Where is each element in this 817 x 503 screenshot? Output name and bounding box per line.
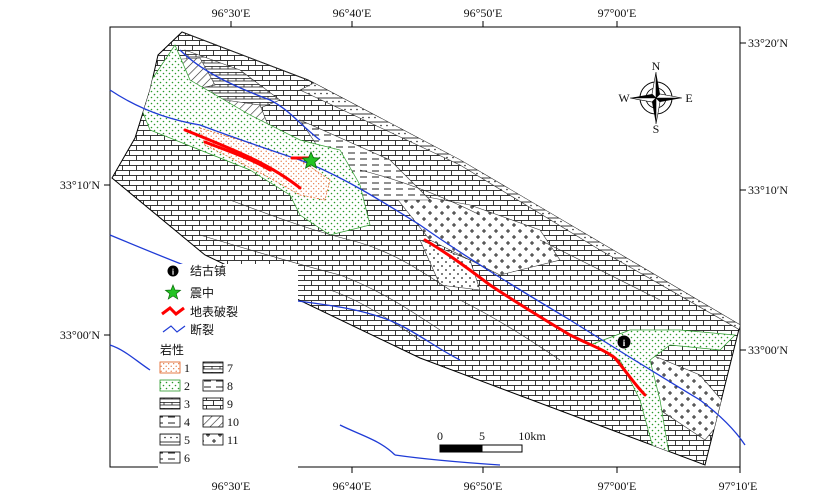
legend-swatch-9	[202, 397, 224, 410]
compass-north: N	[652, 59, 661, 73]
scale-bar	[439, 444, 523, 453]
left-tick-label: 33°10′N	[60, 178, 100, 192]
compass-west: W	[618, 91, 630, 105]
legend-swatch-4	[159, 415, 181, 428]
legend-number: 6	[184, 451, 190, 465]
legend-number: 9	[227, 397, 233, 411]
legend-town-label: 结古镇	[190, 263, 226, 278]
scale-label-mid: 5	[479, 429, 485, 443]
legend-number: 3	[184, 397, 190, 411]
legend-swatch-1	[159, 361, 181, 374]
scale-label-end: 10km	[518, 429, 546, 443]
legend-swatch-2	[159, 379, 181, 392]
frame-ticks	[104, 21, 746, 473]
legend-epicenter-icon	[164, 284, 182, 300]
scale-label-zero: 0	[437, 429, 443, 443]
legend-swatch-11	[202, 433, 224, 446]
right-tick-label: 33°10′N	[748, 183, 788, 197]
top-tick-label: 96°50′E	[464, 6, 503, 20]
svg-text:i: i	[623, 338, 626, 348]
legend-town-icon	[167, 265, 179, 277]
epicenter-marker	[301, 150, 321, 169]
legend-number: 7	[227, 361, 233, 375]
bottom-tick-label: 96°50′E	[464, 479, 503, 493]
legend-swatch-8	[202, 379, 224, 392]
compass-east: E	[685, 91, 692, 105]
legend-lithology-title: 岩性	[160, 342, 184, 357]
legend-number: 1	[184, 361, 190, 375]
legend-number: 4	[184, 415, 190, 429]
compass-south: S	[653, 122, 660, 136]
bottom-tick-label: 97°10′E	[719, 479, 758, 493]
legend-number: 10	[227, 415, 239, 429]
bottom-tick-label: 96°30′E	[212, 479, 251, 493]
right-tick-label: 33°00′N	[748, 343, 788, 357]
legend-swatch-3	[159, 397, 181, 410]
compass-rose	[629, 71, 683, 125]
bottom-tick-label: 96°40′E	[333, 479, 372, 493]
legend-swatch-6	[159, 451, 181, 464]
left-tick-label: 33°00′N	[60, 328, 100, 342]
legend-number: 2	[184, 379, 190, 393]
legend-fault-label: 断裂	[190, 322, 214, 337]
legend-epicenter-label: 震中	[190, 285, 214, 300]
bottom-tick-label: 97°00′E	[598, 479, 637, 493]
legend-number: 5	[184, 433, 190, 447]
top-tick-label: 96°40′E	[333, 6, 372, 20]
legend-rupture-label: 地表破裂	[190, 304, 238, 319]
right-tick-label: 33°20′N	[748, 36, 788, 50]
legend: i	[158, 264, 298, 474]
svg-text:i: i	[172, 268, 175, 277]
legend-swatch-10	[202, 415, 224, 428]
legend-number: 8	[227, 379, 233, 393]
town-marker: i	[617, 335, 631, 349]
legend-rupture-icon	[161, 306, 185, 316]
legend-number: 11	[227, 433, 239, 447]
top-tick-label: 97°00′E	[598, 6, 637, 20]
legend-swatch-5	[159, 433, 181, 446]
legend-swatch-7	[202, 361, 224, 374]
top-tick-label: 96°30′E	[212, 6, 251, 20]
legend-fault-icon	[162, 325, 186, 333]
